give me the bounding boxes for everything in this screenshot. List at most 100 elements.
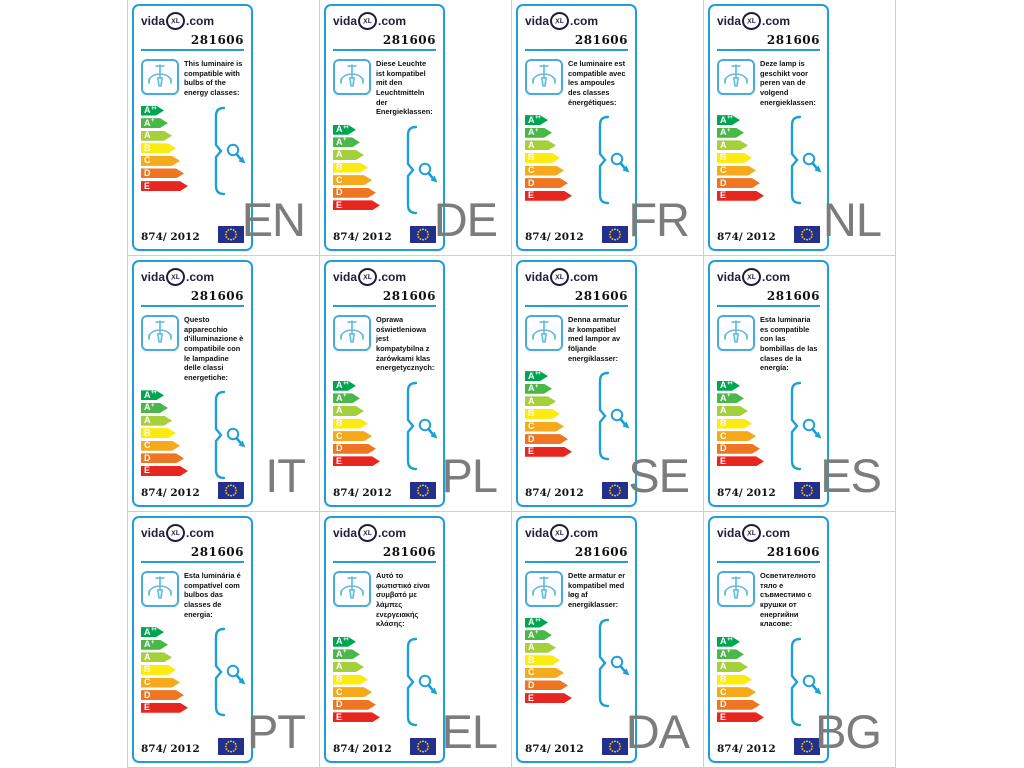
energy-class-arrow-E: E xyxy=(333,456,380,466)
energy-class-arrow-C: C xyxy=(525,166,564,176)
card-footer: 874/ 2012 xyxy=(717,482,820,499)
vidaxl-logo: vida XL .com xyxy=(525,266,628,288)
logo-suffix: .com xyxy=(570,270,599,284)
logo-prefix: vida xyxy=(141,14,166,28)
divider-rule xyxy=(525,561,628,563)
label-tile: vida XL .com 281606 xyxy=(319,512,512,768)
product-code: 281606 xyxy=(574,545,628,559)
energy-class-arrow-C: C xyxy=(717,166,756,176)
language-code: PL xyxy=(441,449,498,502)
energy-class-arrow-D: D xyxy=(525,434,568,444)
divider-rule xyxy=(717,49,820,51)
eu-flag-icon xyxy=(794,482,820,499)
energy-class-arrow-Aplusplus: A ++ xyxy=(333,637,356,647)
energy-class-arrow-C: C xyxy=(717,431,756,441)
chandelier-glyph xyxy=(724,64,748,87)
chandelier-glyph xyxy=(532,320,556,343)
energy-class-arrow-B: B xyxy=(141,143,176,153)
energy-class-arrow-D: D xyxy=(717,444,760,454)
energy-class-arrow-B: B xyxy=(333,163,368,173)
energy-class-arrow-B: B xyxy=(141,428,176,438)
energy-class-arrow-D: D xyxy=(141,168,184,178)
energy-class-arrow-E: E xyxy=(525,191,572,201)
energy-class-arrow-Aplusplus: A ++ xyxy=(333,381,356,391)
vidaxl-logo: vida XL .com xyxy=(333,522,436,544)
chandelier-glyph xyxy=(724,576,748,599)
eu-flag-icon xyxy=(602,226,628,243)
regulation-number: 874/ 2012 xyxy=(525,743,584,755)
energy-arrows: A ++ A + A B C D E xyxy=(525,618,628,704)
vidaxl-logo: vida XL .com xyxy=(333,266,436,288)
label-tile: vida XL .com 281606 xyxy=(127,512,320,768)
regulation-number: 874/ 2012 xyxy=(141,743,200,755)
energy-class-arrow-D: D xyxy=(525,178,568,188)
divider-rule xyxy=(141,49,244,51)
energy-class-arrow-D: D xyxy=(717,700,760,710)
regulation-number: 874/ 2012 xyxy=(525,231,584,243)
energy-scale: A ++ A + A B C D E xyxy=(717,115,822,205)
product-code: 281606 xyxy=(382,289,436,303)
logo-prefix: vida xyxy=(141,270,166,284)
energy-class-arrow-Aplusplus: A ++ xyxy=(141,106,164,116)
card-footer: 874/ 2012 xyxy=(333,226,436,243)
bulb-arrow-icon xyxy=(406,125,438,214)
regulation-number: 874/ 2012 xyxy=(141,487,200,499)
energy-class-arrow-C: C xyxy=(333,175,372,185)
divider-rule xyxy=(333,305,436,307)
energy-label-card: vida XL .com 281606 xyxy=(324,260,445,507)
language-code: ES xyxy=(820,449,882,502)
energy-scale: A ++ A + A B C D E xyxy=(333,637,438,727)
bulb-arrow-icon xyxy=(790,637,822,726)
chandelier-icon xyxy=(333,315,371,351)
energy-scale: A ++ A + A B C D E xyxy=(141,390,246,480)
compatibility-row: Αυτό το φωτιστικό είναι συμβατό με λάμπε… xyxy=(333,571,436,629)
energy-class-arrow-C: C xyxy=(525,422,564,432)
product-code: 281606 xyxy=(766,289,820,303)
logo-suffix: .com xyxy=(570,526,599,540)
logo-suffix: .com xyxy=(186,270,215,284)
regulation-number: 874/ 2012 xyxy=(333,487,392,499)
energy-class-arrow-E: E xyxy=(717,712,764,722)
product-code: 281606 xyxy=(382,545,436,559)
compatibility-text: Denna armatur är kompatibel med lampor a… xyxy=(568,315,621,363)
energy-arrows: A ++ A + A B C D E xyxy=(333,637,436,723)
xl-circle-icon: XL xyxy=(548,10,571,32)
logo-suffix: .com xyxy=(186,14,215,28)
energy-class-arrow-B: B xyxy=(333,675,368,685)
energy-arrows: A ++ A + A B C D E xyxy=(141,390,244,476)
xl-circle-icon: XL xyxy=(164,522,187,544)
compatibility-row: Esta luminária é compatível com bulbos d… xyxy=(141,571,244,619)
compatibility-text: Ce luminaire est compatible avec les amp… xyxy=(568,59,626,107)
energy-class-arrow-A: A xyxy=(333,150,364,160)
logo-suffix: .com xyxy=(762,270,791,284)
energy-class-arrow-A: A xyxy=(141,131,172,141)
regulation-number: 874/ 2012 xyxy=(717,487,776,499)
chandelier-glyph xyxy=(532,64,556,87)
xl-circle-icon: XL xyxy=(164,266,187,288)
xl-circle-icon: XL xyxy=(548,522,571,544)
label-tile: vida XL .com 281606 xyxy=(511,512,704,768)
energy-class-arrow-C: C xyxy=(525,668,564,678)
chandelier-icon xyxy=(525,315,563,351)
energy-class-arrow-E: E xyxy=(333,200,380,210)
compatibility-row: Diese Leuchte ist kompatibel mit den Leu… xyxy=(333,59,436,117)
compatibility-row: Oprawa oświetleniowa jest kompatybilna z… xyxy=(333,315,436,373)
logo-suffix: .com xyxy=(378,270,407,284)
energy-class-arrow-A: A xyxy=(525,643,556,653)
logo-prefix: vida xyxy=(525,14,550,28)
bulb-arrow-icon xyxy=(790,115,822,205)
logo-suffix: .com xyxy=(762,14,791,28)
logo-suffix: .com xyxy=(378,526,407,540)
bulb-arrow-icon xyxy=(406,381,438,470)
energy-class-arrow-C: C xyxy=(333,687,372,697)
energy-class-arrow-B: B xyxy=(525,409,560,419)
card-footer: 874/ 2012 xyxy=(333,482,436,499)
logo-suffix: .com xyxy=(186,526,215,540)
chandelier-glyph xyxy=(148,576,172,599)
regulation-number: 874/ 2012 xyxy=(717,231,776,243)
energy-label-card: vida XL .com 281606 xyxy=(516,4,637,251)
energy-class-arrow-Aplusplus: A ++ xyxy=(333,125,356,135)
label-grid: vida XL .com 281606 xyxy=(127,0,897,768)
energy-arrows: A ++ A + A B C D E xyxy=(141,627,244,713)
energy-arrows: A ++ A + A B C D E xyxy=(333,125,436,211)
